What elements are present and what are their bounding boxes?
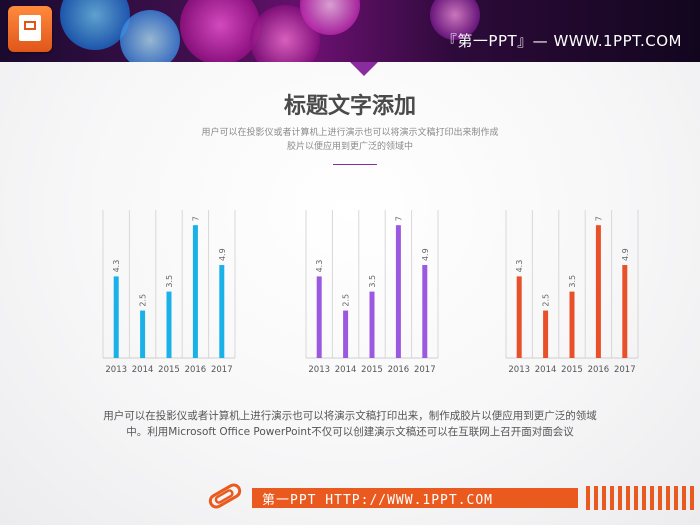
stripe [610,486,614,510]
header-title: 『第一PPT』— WWW.1PPT.COM [441,32,682,50]
caption-line-2: 中。利用Microsoft Office PowerPoint不仅可以创建演示文… [126,426,574,438]
category-label: 2013 [105,365,127,375]
category-label: 2014 [335,365,357,375]
category-label: 2016 [388,365,410,375]
stripe [594,486,598,510]
bokeh-decoration [180,0,260,62]
page-title: 标题文字添加 [283,94,416,119]
category-label: 2016 [185,365,207,375]
footer-text: 第一PPT HTTP://WWW.1PPT.COM [262,493,494,508]
category-label: 2017 [614,365,636,375]
bokeh-decoration [120,10,180,62]
bar [219,265,225,358]
bar [166,291,172,358]
data-label: 4.9 [218,248,227,261]
data-label: 2.5 [342,294,351,307]
data-label: 4.3 [315,260,324,273]
bar [595,225,601,358]
stripe [690,486,694,510]
footer-bar [252,488,578,508]
data-label: 4.3 [112,260,121,273]
title-divider [333,164,377,165]
data-label: 2.5 [542,294,551,307]
bar [113,276,119,358]
chart-svg: 4.3 2013 2.5 2014 3.5 2015 7 2016 4.9 2017 [305,210,439,375]
bar [140,310,146,358]
chart-svg: 4.3 2013 2.5 2014 3.5 2015 7 2016 4.9 2017 [505,210,639,375]
bokeh-decoration [430,0,480,40]
category-label: 2015 [361,365,383,375]
footer-stripes [586,486,696,510]
caption-line-1: 用户可以在投影仪或者计算机上进行演示也可以将演示文稿打印出来，制作成胶片以便应用… [103,410,597,422]
category-label: 2013 [508,365,530,375]
bar [316,276,322,358]
data-label: 3.5 [568,275,577,288]
bar-chart-orange: 4.3 2013 2.5 2014 3.5 2015 7 2016 4.9 2017 [498,200,648,380]
page-subtitle: 用户可以在投影仪或者计算机上进行演示也可以将演示文稿打印出来制作成胶片以便应用到… [201,128,499,152]
bar-chart-purple: 4.3 2013 2.5 2014 3.5 2015 7 2016 4.9 2017 [298,200,448,380]
header-notch [350,62,378,76]
stripe [674,486,678,510]
data-label: 7 [191,216,200,221]
stripe [626,486,630,510]
bar [192,225,198,358]
data-label: 7 [394,216,403,221]
bar [343,310,349,358]
data-label: 4.9 [421,248,430,261]
stripe [634,486,638,510]
category-label: 2014 [132,365,154,375]
category-label: 2013 [308,365,330,375]
data-label: 3.5 [165,275,174,288]
category-label: 2015 [561,365,583,375]
stripe [618,486,622,510]
caption: 用户可以在投影仪或者计算机上进行演示也可以将演示文稿打印出来，制作成胶片以便应用… [100,408,600,440]
data-label: 2.5 [139,294,148,307]
bar [569,291,575,358]
data-label: 3.5 [368,275,377,288]
bar-chart-blue: 4.3 2013 2.5 2014 3.5 2015 7 2016 4.9 2017 [95,200,245,380]
chart-svg: 4.3 2013 2.5 2014 3.5 2015 7 2016 4.9 2017 [102,210,236,375]
category-label: 2017 [211,365,233,375]
category-label: 2017 [414,365,436,375]
data-label: 4.9 [621,248,630,261]
data-label: 4.3 [515,260,524,273]
bar [395,225,401,358]
stripe [602,486,606,510]
category-label: 2014 [535,365,557,375]
category-label: 2015 [158,365,180,375]
data-label: 7 [594,216,603,221]
bar [543,310,549,358]
bar [369,291,375,358]
stripe [658,486,662,510]
stripe [650,486,654,510]
paperclip-icon [208,483,242,509]
stripe [666,486,670,510]
bar [422,265,428,358]
bar [622,265,628,358]
powerpoint-icon [8,6,52,52]
stripe [642,486,646,510]
stripe [586,486,590,510]
header-banner: 『第一PPT』— WWW.1PPT.COM [0,0,700,62]
category-label: 2016 [588,365,610,375]
bar [516,276,522,358]
stripe [682,486,686,510]
